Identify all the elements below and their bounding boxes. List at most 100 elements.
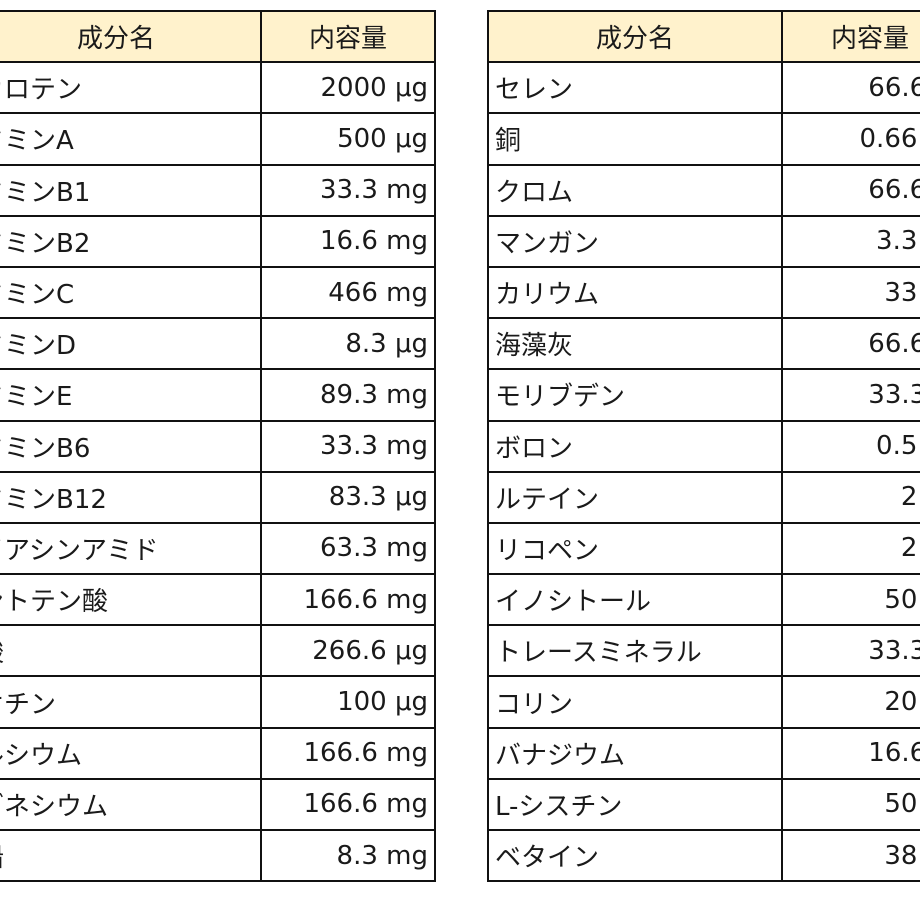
table-row: ントテン酸166.6 mg: [0, 573, 436, 627]
table-row: タミンA500 μg: [0, 112, 436, 166]
table-row: オチン100 μg: [0, 675, 436, 729]
ingredient-amount: 89.3 mg: [260, 368, 436, 422]
table-row: タミンE89.3 mg: [0, 368, 436, 422]
ingredient-name: イアシンアミド: [0, 521, 262, 576]
ingredient-amount: 50 m: [781, 777, 920, 832]
table-row: タミンB216.6 mg: [0, 214, 436, 268]
ingredient-name: 酸: [0, 624, 262, 678]
ingredient-amount: 20 m: [781, 675, 920, 729]
ingredient-name: イノシトール: [487, 573, 783, 627]
table-body: カロテン2000 μgタミンA500 μgタミンB133.3 mgタミンB216…: [0, 61, 436, 883]
ingredient-amount: 2 m: [781, 470, 920, 524]
ingredient-amount: 3.3 m: [781, 214, 920, 268]
ingredient-amount: 266.6 μg: [260, 624, 436, 678]
ingredient-name: モリブデン: [487, 368, 783, 422]
ingredient-amount: 2000 μg: [260, 61, 436, 115]
ingredient-amount: 33.3 μ: [781, 624, 920, 678]
table-row: ルシウム166.6 mg: [0, 726, 436, 780]
table-row: カロテン2000 μg: [0, 61, 436, 115]
table-row: タミンB633.3 mg: [0, 419, 436, 473]
table-row: タミンC466 mg: [0, 265, 436, 320]
ingredient-name: タミンA: [0, 112, 262, 166]
ingredient-amount: 466 mg: [260, 265, 436, 320]
ingredient-name: リコペン: [487, 521, 783, 576]
table-row: グネシウム166.6 mg: [0, 777, 436, 832]
ingredient-amount: 8.3 μg: [260, 317, 436, 371]
ingredient-amount: 0.5 m: [781, 419, 920, 473]
ingredient-name: タミンC: [0, 265, 262, 320]
ingredient-name: コリン: [487, 675, 783, 729]
ingredient-name: ベタイン: [487, 828, 783, 883]
table-row: 鉛8.3 mg: [0, 828, 436, 883]
ingredient-amount: 66.6 μ: [781, 61, 920, 115]
ingredient-amount: 33.3 mg: [260, 163, 436, 217]
ingredient-amount: 2 m: [781, 521, 920, 576]
ingredient-amount: 50 m: [781, 573, 920, 627]
ingredient-amount: 100 μg: [260, 675, 436, 729]
ingredient-name: ルシウム: [0, 726, 262, 780]
ingredient-name: マンガン: [487, 214, 783, 268]
ingredient-amount: 33.3 μ: [781, 368, 920, 422]
ingredient-amount: 166.6 mg: [260, 726, 436, 780]
ingredient-amount: 83.3 μg: [260, 470, 436, 524]
ingredient-name: バナジウム: [487, 726, 783, 780]
ingredient-name: カロテン: [0, 61, 262, 115]
ingredient-name: クロム: [487, 163, 783, 217]
table-row: イアシンアミド63.3 mg: [0, 521, 436, 576]
ingredient-amount: 33.3 mg: [260, 419, 436, 473]
header-row: 成分名 内容量: [487, 9, 920, 64]
ingredient-amount: 500 μg: [260, 112, 436, 166]
ingredient-name: L-シスチン: [487, 777, 783, 832]
ingredient-amount: 63.3 mg: [260, 521, 436, 576]
ingredient-name: 銅: [487, 112, 783, 166]
header-amount: 内容量: [781, 9, 920, 64]
ingredient-amount: 38 m: [781, 828, 920, 883]
ingredient-name: 鉛: [0, 828, 262, 883]
ingredient-name: オチン: [0, 675, 262, 729]
ingredient-amount: 66.6 μ: [781, 163, 920, 217]
table-row: タミンB1283.3 μg: [0, 470, 436, 524]
ingredient-name: タミンB1: [0, 163, 262, 217]
ingredient-name: タミンE: [0, 368, 262, 422]
ingredient-amount: 16.6 mg: [260, 214, 436, 268]
table-row: タミンB133.3 mg: [0, 163, 436, 217]
ingredient-name: トレースミネラル: [487, 624, 783, 678]
header-row: 成分名 内容量: [0, 9, 436, 64]
ingredient-name: ルテイン: [487, 470, 783, 524]
ingredient-amount: 0.66 m: [781, 112, 920, 166]
ingredient-name: タミンB2: [0, 214, 262, 268]
ingredient-amount: 166.6 mg: [260, 777, 436, 832]
ingredient-amount: 8.3 mg: [260, 828, 436, 883]
header-name: 成分名: [0, 9, 262, 64]
ingredient-name: カリウム: [487, 265, 783, 320]
table-row: タミンD8.3 μg: [0, 317, 436, 371]
ingredient-name: 海藻灰: [487, 317, 783, 371]
table-row: 銅0.66 m: [487, 112, 920, 166]
ingredient-amount: 166.6 mg: [260, 573, 436, 627]
ingredient-amount: 66.6 μ: [781, 317, 920, 371]
ingredient-amount: 33 m: [781, 265, 920, 320]
ingredient-name: セレン: [487, 61, 783, 115]
table-row: 酸266.6 μg: [0, 624, 436, 678]
header-name: 成分名: [487, 9, 783, 64]
ingredient-name: ントテン酸: [0, 573, 262, 627]
ingredients-table-left: 成分名 内容量 カロテン2000 μgタミンA500 μgタミンB133.3 m…: [0, 9, 436, 883]
ingredient-name: グネシウム: [0, 777, 262, 832]
ingredient-name: タミンB6: [0, 419, 262, 473]
